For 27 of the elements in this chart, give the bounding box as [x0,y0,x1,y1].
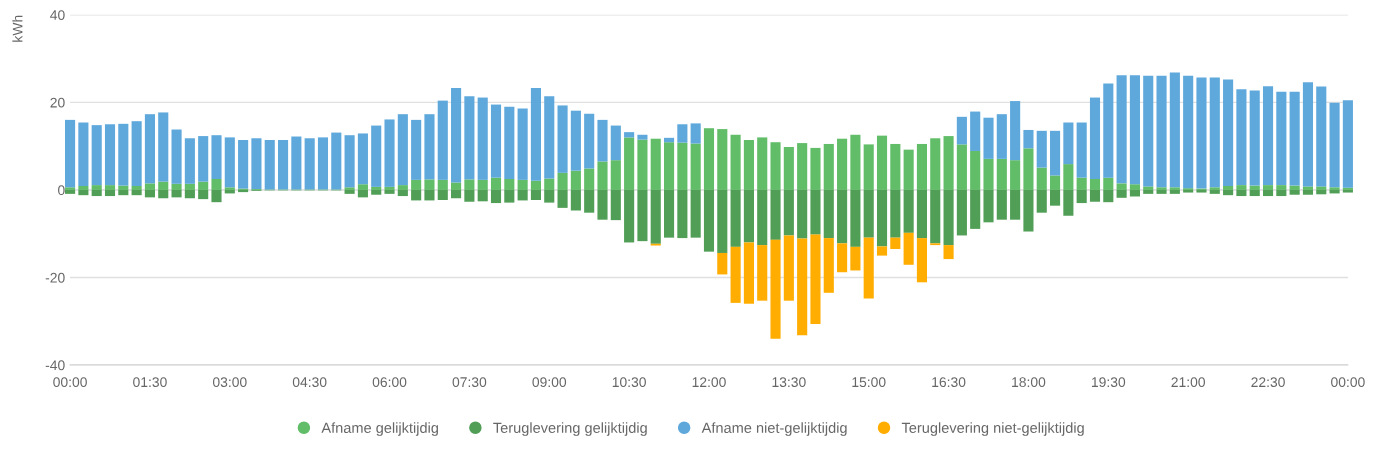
x-tick-label: 22:30 [1251,377,1285,388]
x-tick-label: 09:00 [532,377,567,388]
legend-label: Afname gelijktijdig [321,422,438,436]
x-tick-label: 15:00 [852,377,886,388]
x-tick-label: 00:00 [1331,377,1365,388]
x-tick-label: 06:00 [372,377,407,388]
y-tick-label: 0 [58,185,65,196]
x-tick-label: 19:30 [1091,377,1126,388]
x-tick-label: 03:00 [212,377,247,388]
legend-label: Afname niet-gelijktijdig [701,422,847,436]
y-tick-label: 40 [50,10,65,20]
y-tick-label: 20 [50,97,65,108]
x-tick-label: 13:30 [772,377,806,388]
x-tick-label: 00:00 [53,377,87,388]
y-tick-label: -40 [45,360,65,371]
x-tick-label: 01:30 [133,377,167,388]
x-tick-label: 07:30 [452,377,487,388]
legend-label: Teruglevering gelijktijdig [493,422,647,436]
x-tick-label: 12:00 [692,377,726,388]
legend-label: Teruglevering niet-gelijktijdig [901,422,1084,436]
x-tick-label: 18:00 [1012,377,1046,388]
x-tick-label: 21:00 [1171,377,1205,388]
y-axis-title: kWh [12,15,23,42]
x-tick-label: 10:30 [612,377,646,388]
x-tick-label: 16:30 [932,377,966,388]
x-tick-label: 04:30 [292,377,327,388]
y-tick-label: -20 [45,272,65,283]
